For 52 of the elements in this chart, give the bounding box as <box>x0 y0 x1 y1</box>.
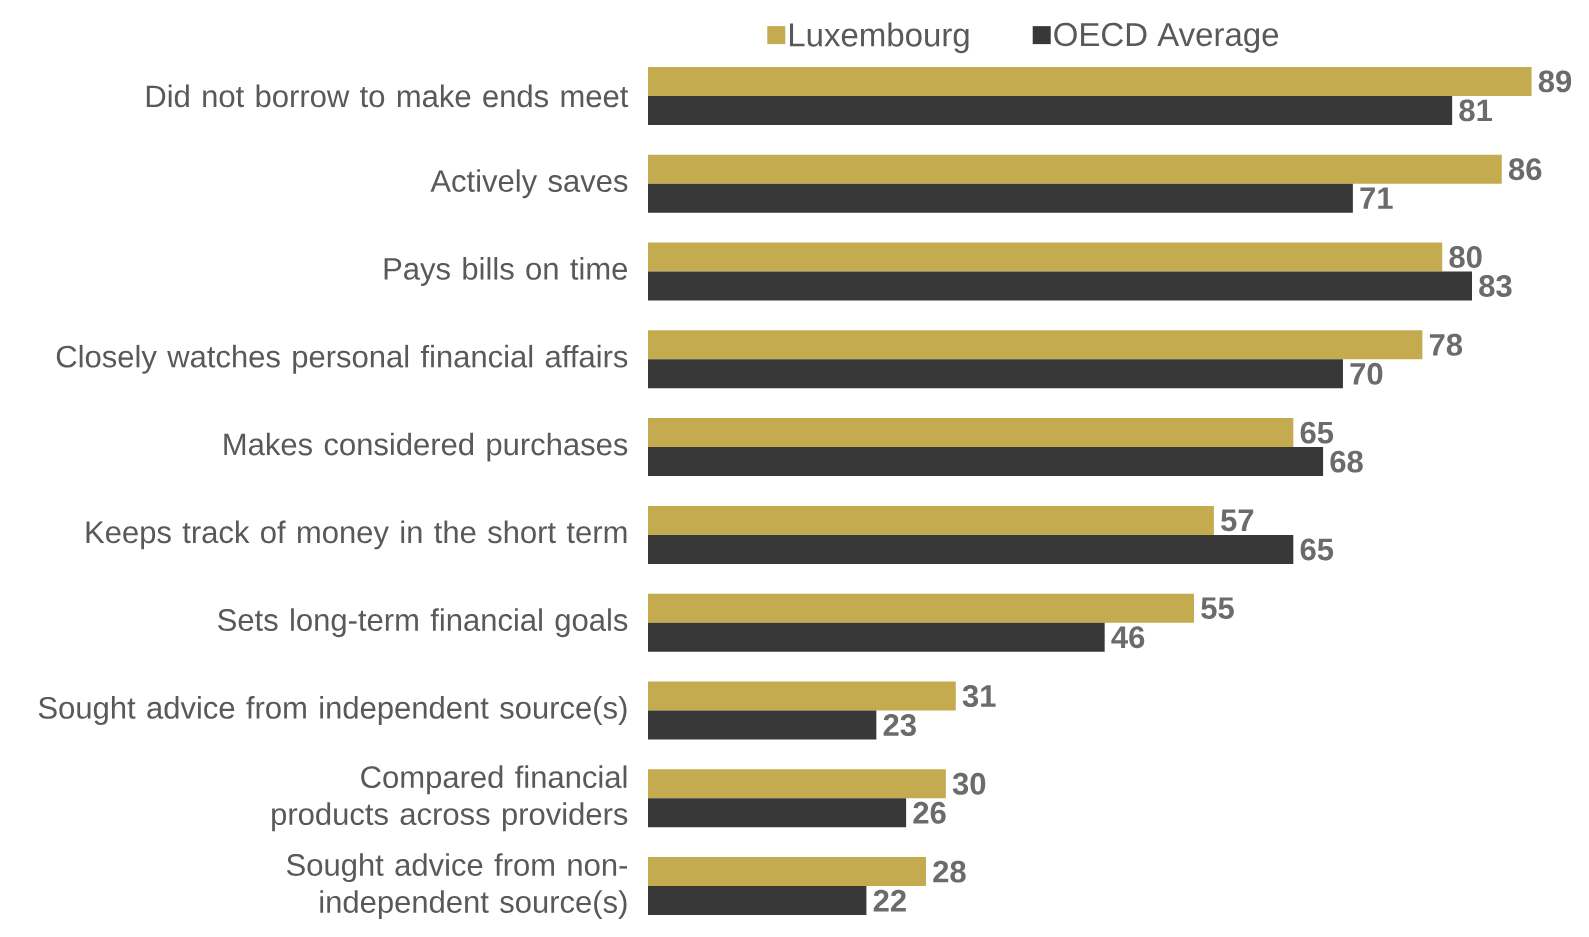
bar <box>648 710 877 740</box>
bar <box>648 505 1214 535</box>
bar <box>648 95 1453 125</box>
bar <box>648 242 1443 272</box>
data-label: 65 <box>1300 421 1334 444</box>
bar <box>648 183 1353 213</box>
data-label: 65 <box>1300 538 1334 561</box>
data-label: 86 <box>1508 158 1542 181</box>
y-tick-label: Sought advice from independent source(s) <box>38 696 627 725</box>
data-label: 71 <box>1360 187 1393 209</box>
data-label: 26 <box>913 801 946 824</box>
bar <box>648 593 1195 623</box>
bar <box>648 359 1343 389</box>
bar <box>648 886 867 916</box>
bar <box>648 154 1502 184</box>
bar <box>648 769 946 799</box>
data-label: 46 <box>1111 626 1145 649</box>
bar <box>648 534 1294 564</box>
legend-label: Luxembourg <box>789 22 969 54</box>
data-label: 70 <box>1350 362 1383 385</box>
data-label: 57 <box>1221 509 1254 532</box>
y-tick-label: Compared financial products across providers <box>272 765 628 832</box>
y-tick-label: Pays bills on time <box>384 257 628 286</box>
y-tick-label: Keeps track of money in the short term <box>86 520 627 550</box>
bar <box>648 857 926 887</box>
data-label: 23 <box>883 714 916 736</box>
y-tick-label: Closely watches personal financial affairs <box>56 344 628 374</box>
data-label: 78 <box>1429 333 1463 356</box>
data-label: 80 <box>1449 246 1482 268</box>
bar <box>648 798 907 828</box>
data-label: 81 <box>1459 99 1492 122</box>
data-label: 30 <box>952 772 986 795</box>
y-tick-label: Sought advice from non-independent source(s) <box>286 853 628 920</box>
data-label: 83 <box>1479 275 1512 297</box>
y-tick-label: Makes considered purchases <box>224 432 628 462</box>
bar <box>648 681 956 711</box>
bar <box>648 418 1294 448</box>
data-label: 22 <box>873 889 906 912</box>
y-tick-label: Sets long-term financial goals <box>218 608 628 638</box>
data-label: 55 <box>1201 597 1234 620</box>
legend-label: OECD Average <box>1054 22 1279 53</box>
data-label: 31 <box>962 685 996 707</box>
data-label: 28 <box>933 860 966 883</box>
bar <box>648 271 1473 301</box>
y-tick-label: Did not borrow to make ends meet <box>146 84 629 108</box>
y-tick-label: Actively saves <box>430 169 628 199</box>
bar <box>648 66 1532 96</box>
bar <box>648 447 1324 477</box>
bar <box>648 330 1423 360</box>
data-label: 68 <box>1330 450 1363 473</box>
data-label: 89 <box>1538 70 1572 93</box>
bar <box>648 622 1105 652</box>
